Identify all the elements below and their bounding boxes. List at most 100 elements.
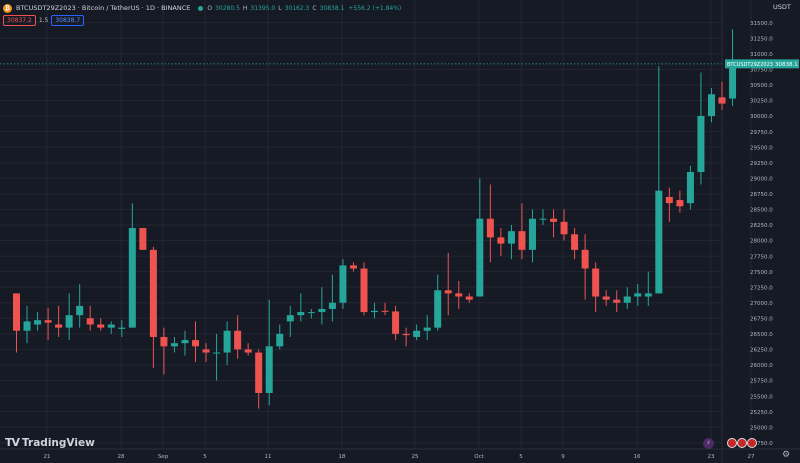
x-tick-label: Oct <box>474 454 484 460</box>
sell-button[interactable]: 30837.2 <box>3 15 36 26</box>
candle-body-up <box>528 218 536 250</box>
open-value: 30280.5 <box>215 4 240 12</box>
symbol-title[interactable]: BTCUSDT29Z2023 · Bitcoin / TetherUS · 1D… <box>16 4 191 12</box>
y-tick-label: 25250.0 <box>750 410 773 416</box>
candle-body-up <box>181 340 189 344</box>
change-value: +556.2 (+1.84%) <box>348 4 402 12</box>
x-tick-label: 28 <box>118 454 125 460</box>
candle-body-up <box>213 352 221 354</box>
candle-body-down <box>149 249 157 337</box>
y-tick-label: 25750.0 <box>750 379 773 385</box>
x-tick-label: 16 <box>634 454 641 460</box>
candle-body-up <box>76 305 84 316</box>
candle-body-up <box>318 308 326 313</box>
candle-body-down <box>592 268 600 297</box>
x-tick-label: 5 <box>203 454 207 460</box>
buy-button[interactable]: 30838.7 <box>51 15 85 26</box>
calendar-event-icon[interactable]: ⚡ <box>703 438 714 449</box>
price-tag-value-text: 30838.1 <box>775 62 798 68</box>
candle-body-down <box>202 349 210 353</box>
x-tick-label: Sep <box>158 454 169 460</box>
candle-body-up <box>729 63 737 99</box>
price-tag-symbol-text: BTCUSDT29Z2023 <box>727 62 773 68</box>
candle-body-down <box>255 352 263 393</box>
x-tick-label: 9 <box>561 454 565 460</box>
candle-body-down <box>392 311 400 334</box>
candle-body-up <box>107 324 115 328</box>
y-tick-label: 31250.0 <box>750 36 773 42</box>
tradingview-watermark: TV TradingView <box>5 436 95 449</box>
price-tag-value <box>773 59 799 69</box>
market-status-icon <box>198 5 204 11</box>
candle-body-up <box>118 327 126 329</box>
candle-body-down <box>518 231 526 250</box>
candle-body-up <box>276 333 284 347</box>
candle-body-up <box>65 315 73 328</box>
x-tick-label: 23 <box>708 454 715 460</box>
candle-body-down <box>560 221 568 235</box>
price-tag-symbol <box>725 59 773 69</box>
candle-body-down <box>465 296 473 300</box>
candle-body-up <box>23 321 31 331</box>
us-flag-icon[interactable] <box>737 438 748 449</box>
currency-selector[interactable]: USDT <box>773 3 791 11</box>
trade-bar: 30837.2 1.5 30838.7 <box>3 15 85 26</box>
candle-body-up <box>223 330 231 353</box>
y-tick-label: 30000.0 <box>750 114 773 120</box>
candle-body-up <box>413 330 421 337</box>
y-tick-label: 28000.0 <box>750 239 773 245</box>
x-tick-label: 11 <box>265 454 272 460</box>
y-tick-label: 27750.0 <box>750 254 773 260</box>
candle-body-up <box>434 290 442 328</box>
y-tick-label: 31500.0 <box>750 21 773 27</box>
y-tick-label: 30250.0 <box>750 99 773 105</box>
candle-body-down <box>139 228 147 250</box>
high-label: H <box>242 4 248 12</box>
candle-body-down <box>718 97 726 104</box>
x-tick-label: 27 <box>748 454 755 460</box>
candle-body-up <box>707 94 715 117</box>
y-tick-label: 27000.0 <box>750 301 773 307</box>
candle-body-up <box>423 327 431 331</box>
candle-body-down <box>665 196 673 204</box>
y-tick-label: 26500.0 <box>750 332 773 338</box>
candle-body-up <box>286 315 294 322</box>
y-tick-label: 29750.0 <box>750 130 773 136</box>
y-tick-label: 28500.0 <box>750 208 773 214</box>
candle-body-up <box>634 293 642 297</box>
y-tick-label: 28250.0 <box>750 223 773 229</box>
candle-body-down <box>381 310 389 312</box>
y-tick-label: 24750.0 <box>750 441 773 447</box>
candle-body-down <box>602 296 610 300</box>
candle-body-down <box>13 293 20 331</box>
close-value: 30838.1 <box>319 4 345 12</box>
candle-body-down <box>486 218 494 238</box>
candle-body-down <box>360 268 368 313</box>
candle-body-up <box>170 343 178 347</box>
symbol-header: ₿ BTCUSDT29Z2023 · Bitcoin / TetherUS · … <box>3 2 401 14</box>
us-flag-icon[interactable] <box>727 438 738 449</box>
bitcoin-icon: ₿ <box>3 3 12 13</box>
candle-body-down <box>86 318 94 325</box>
tradingview-logo-icon: TV <box>5 436 20 449</box>
candle-body-down <box>192 340 200 347</box>
high-value: 31395.0 <box>250 4 276 12</box>
x-tick-label: 25 <box>412 454 419 460</box>
candle-body-down <box>44 320 52 323</box>
low-value: 30162.3 <box>284 4 310 12</box>
y-tick-label: 28750.0 <box>750 192 773 198</box>
candle-body-up <box>128 228 136 328</box>
ohlc-values: O 30280.5 H 31395.0 L 30162.3 C 30838.1 <box>207 5 344 12</box>
candle-body-up <box>686 172 694 204</box>
x-tick-label: 18 <box>339 454 346 460</box>
y-tick-label: 27250.0 <box>750 285 773 291</box>
candle-body-down <box>349 265 357 269</box>
candle-body-up <box>265 346 273 393</box>
candle-body-up <box>644 293 652 297</box>
candle-body-up <box>371 310 379 313</box>
gear-icon[interactable]: ⚙ <box>782 450 791 460</box>
y-tick-label: 30500.0 <box>750 83 773 89</box>
us-flag-icon[interactable] <box>747 438 758 449</box>
